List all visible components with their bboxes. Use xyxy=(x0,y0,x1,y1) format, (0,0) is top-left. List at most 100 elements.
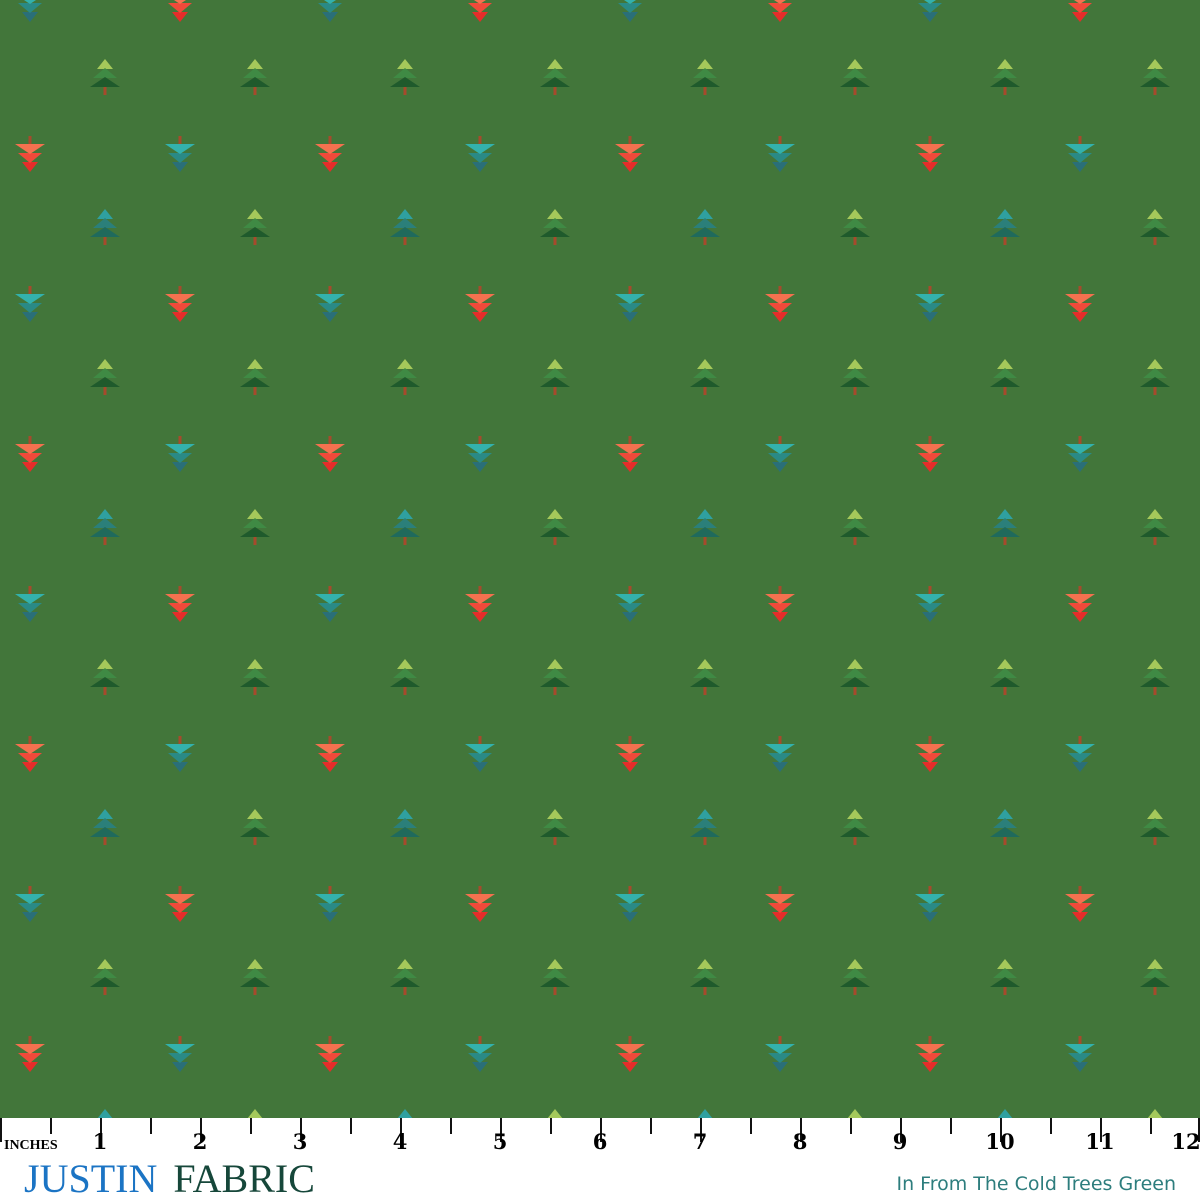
green-tree xyxy=(990,359,1020,395)
red-tree xyxy=(468,0,492,22)
green-tree xyxy=(840,509,870,545)
ruler-tick xyxy=(500,1118,502,1142)
teal-tree xyxy=(90,809,120,845)
green-tree xyxy=(90,659,120,695)
green-tree xyxy=(390,959,420,995)
ruler-number: 12 xyxy=(1171,1129,1200,1154)
green-tree xyxy=(540,959,570,995)
teal-tree xyxy=(915,886,945,922)
teal-tree xyxy=(465,136,495,172)
red-tree xyxy=(615,436,645,472)
red-tree xyxy=(315,736,345,772)
ruler-tick xyxy=(100,1118,102,1142)
ruler-tick xyxy=(1050,1118,1052,1134)
red-tree xyxy=(615,1036,645,1072)
teal-tree xyxy=(465,736,495,772)
teal-tree xyxy=(465,1036,495,1072)
green-tree xyxy=(847,1109,863,1118)
green-tree xyxy=(240,809,270,845)
red-tree xyxy=(465,586,495,622)
ruler-number: 8 xyxy=(792,1129,808,1154)
red-tree xyxy=(465,886,495,922)
green-tree xyxy=(540,209,570,245)
green-tree xyxy=(990,959,1020,995)
green-tree xyxy=(840,209,870,245)
teal-tree xyxy=(765,1036,795,1072)
teal-tree xyxy=(315,586,345,622)
green-tree xyxy=(1140,209,1170,245)
teal-tree xyxy=(690,809,720,845)
ruler-tick xyxy=(450,1118,452,1134)
green-tree xyxy=(247,1109,263,1118)
green-tree xyxy=(1140,59,1170,95)
green-tree xyxy=(990,659,1020,695)
ruler-number: 7 xyxy=(692,1129,708,1154)
green-tree xyxy=(390,59,420,95)
green-tree xyxy=(390,359,420,395)
green-tree xyxy=(1140,809,1170,845)
logo-part-1: JUSTIN xyxy=(24,1156,158,1201)
teal-tree xyxy=(465,436,495,472)
green-tree xyxy=(1140,659,1170,695)
ruler-tick xyxy=(1150,1118,1152,1134)
teal-tree xyxy=(390,209,420,245)
green-tree xyxy=(1140,959,1170,995)
green-tree xyxy=(840,359,870,395)
teal-tree xyxy=(615,586,645,622)
red-tree xyxy=(915,736,945,772)
ruler-tick xyxy=(550,1118,552,1134)
red-tree xyxy=(765,586,795,622)
ruler-number: 10 xyxy=(985,1129,1015,1154)
green-tree xyxy=(840,659,870,695)
ruler-tick xyxy=(150,1118,152,1134)
red-tree xyxy=(165,886,195,922)
teal-tree xyxy=(390,509,420,545)
teal-tree xyxy=(397,1109,413,1118)
teal-tree xyxy=(615,286,645,322)
green-tree xyxy=(690,959,720,995)
green-tree xyxy=(240,509,270,545)
green-tree xyxy=(540,359,570,395)
red-tree xyxy=(915,436,945,472)
red-tree xyxy=(315,136,345,172)
teal-tree xyxy=(1065,136,1095,172)
fabric-name: In From The Cold Trees Green xyxy=(896,1173,1176,1195)
teal-tree xyxy=(315,886,345,922)
teal-tree xyxy=(97,1109,113,1118)
red-tree xyxy=(168,0,192,22)
ruler-tick xyxy=(800,1118,802,1142)
teal-tree xyxy=(1065,1036,1095,1072)
teal-tree xyxy=(697,1109,713,1118)
teal-tree xyxy=(165,136,195,172)
ruler-tick xyxy=(1000,1118,1002,1142)
green-tree xyxy=(540,59,570,95)
red-tree xyxy=(1065,286,1095,322)
teal-tree xyxy=(315,286,345,322)
ruler-tick xyxy=(850,1118,852,1134)
ruler-tick xyxy=(1198,1118,1200,1142)
green-tree xyxy=(540,659,570,695)
ruler-tick xyxy=(250,1118,252,1134)
teal-tree xyxy=(18,0,42,22)
red-tree xyxy=(1065,586,1095,622)
teal-tree xyxy=(997,1109,1013,1118)
green-tree xyxy=(990,59,1020,95)
ruler-tick xyxy=(650,1118,652,1134)
teal-tree xyxy=(15,886,45,922)
ruler-number: 4 xyxy=(392,1129,408,1154)
red-tree xyxy=(765,286,795,322)
ruler-tick xyxy=(0,1118,2,1142)
teal-tree xyxy=(615,886,645,922)
teal-tree xyxy=(765,436,795,472)
teal-tree xyxy=(690,509,720,545)
teal-tree xyxy=(390,809,420,845)
ruler-tick xyxy=(700,1118,702,1142)
ruler-number: 11 xyxy=(1085,1129,1115,1154)
teal-tree xyxy=(618,0,642,22)
red-tree xyxy=(615,136,645,172)
green-tree xyxy=(840,959,870,995)
green-tree xyxy=(540,509,570,545)
teal-tree xyxy=(165,736,195,772)
teal-tree xyxy=(765,736,795,772)
teal-tree xyxy=(90,509,120,545)
